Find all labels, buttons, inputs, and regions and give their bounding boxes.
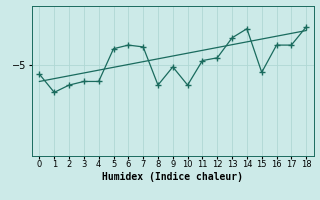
X-axis label: Humidex (Indice chaleur): Humidex (Indice chaleur): [102, 172, 243, 182]
